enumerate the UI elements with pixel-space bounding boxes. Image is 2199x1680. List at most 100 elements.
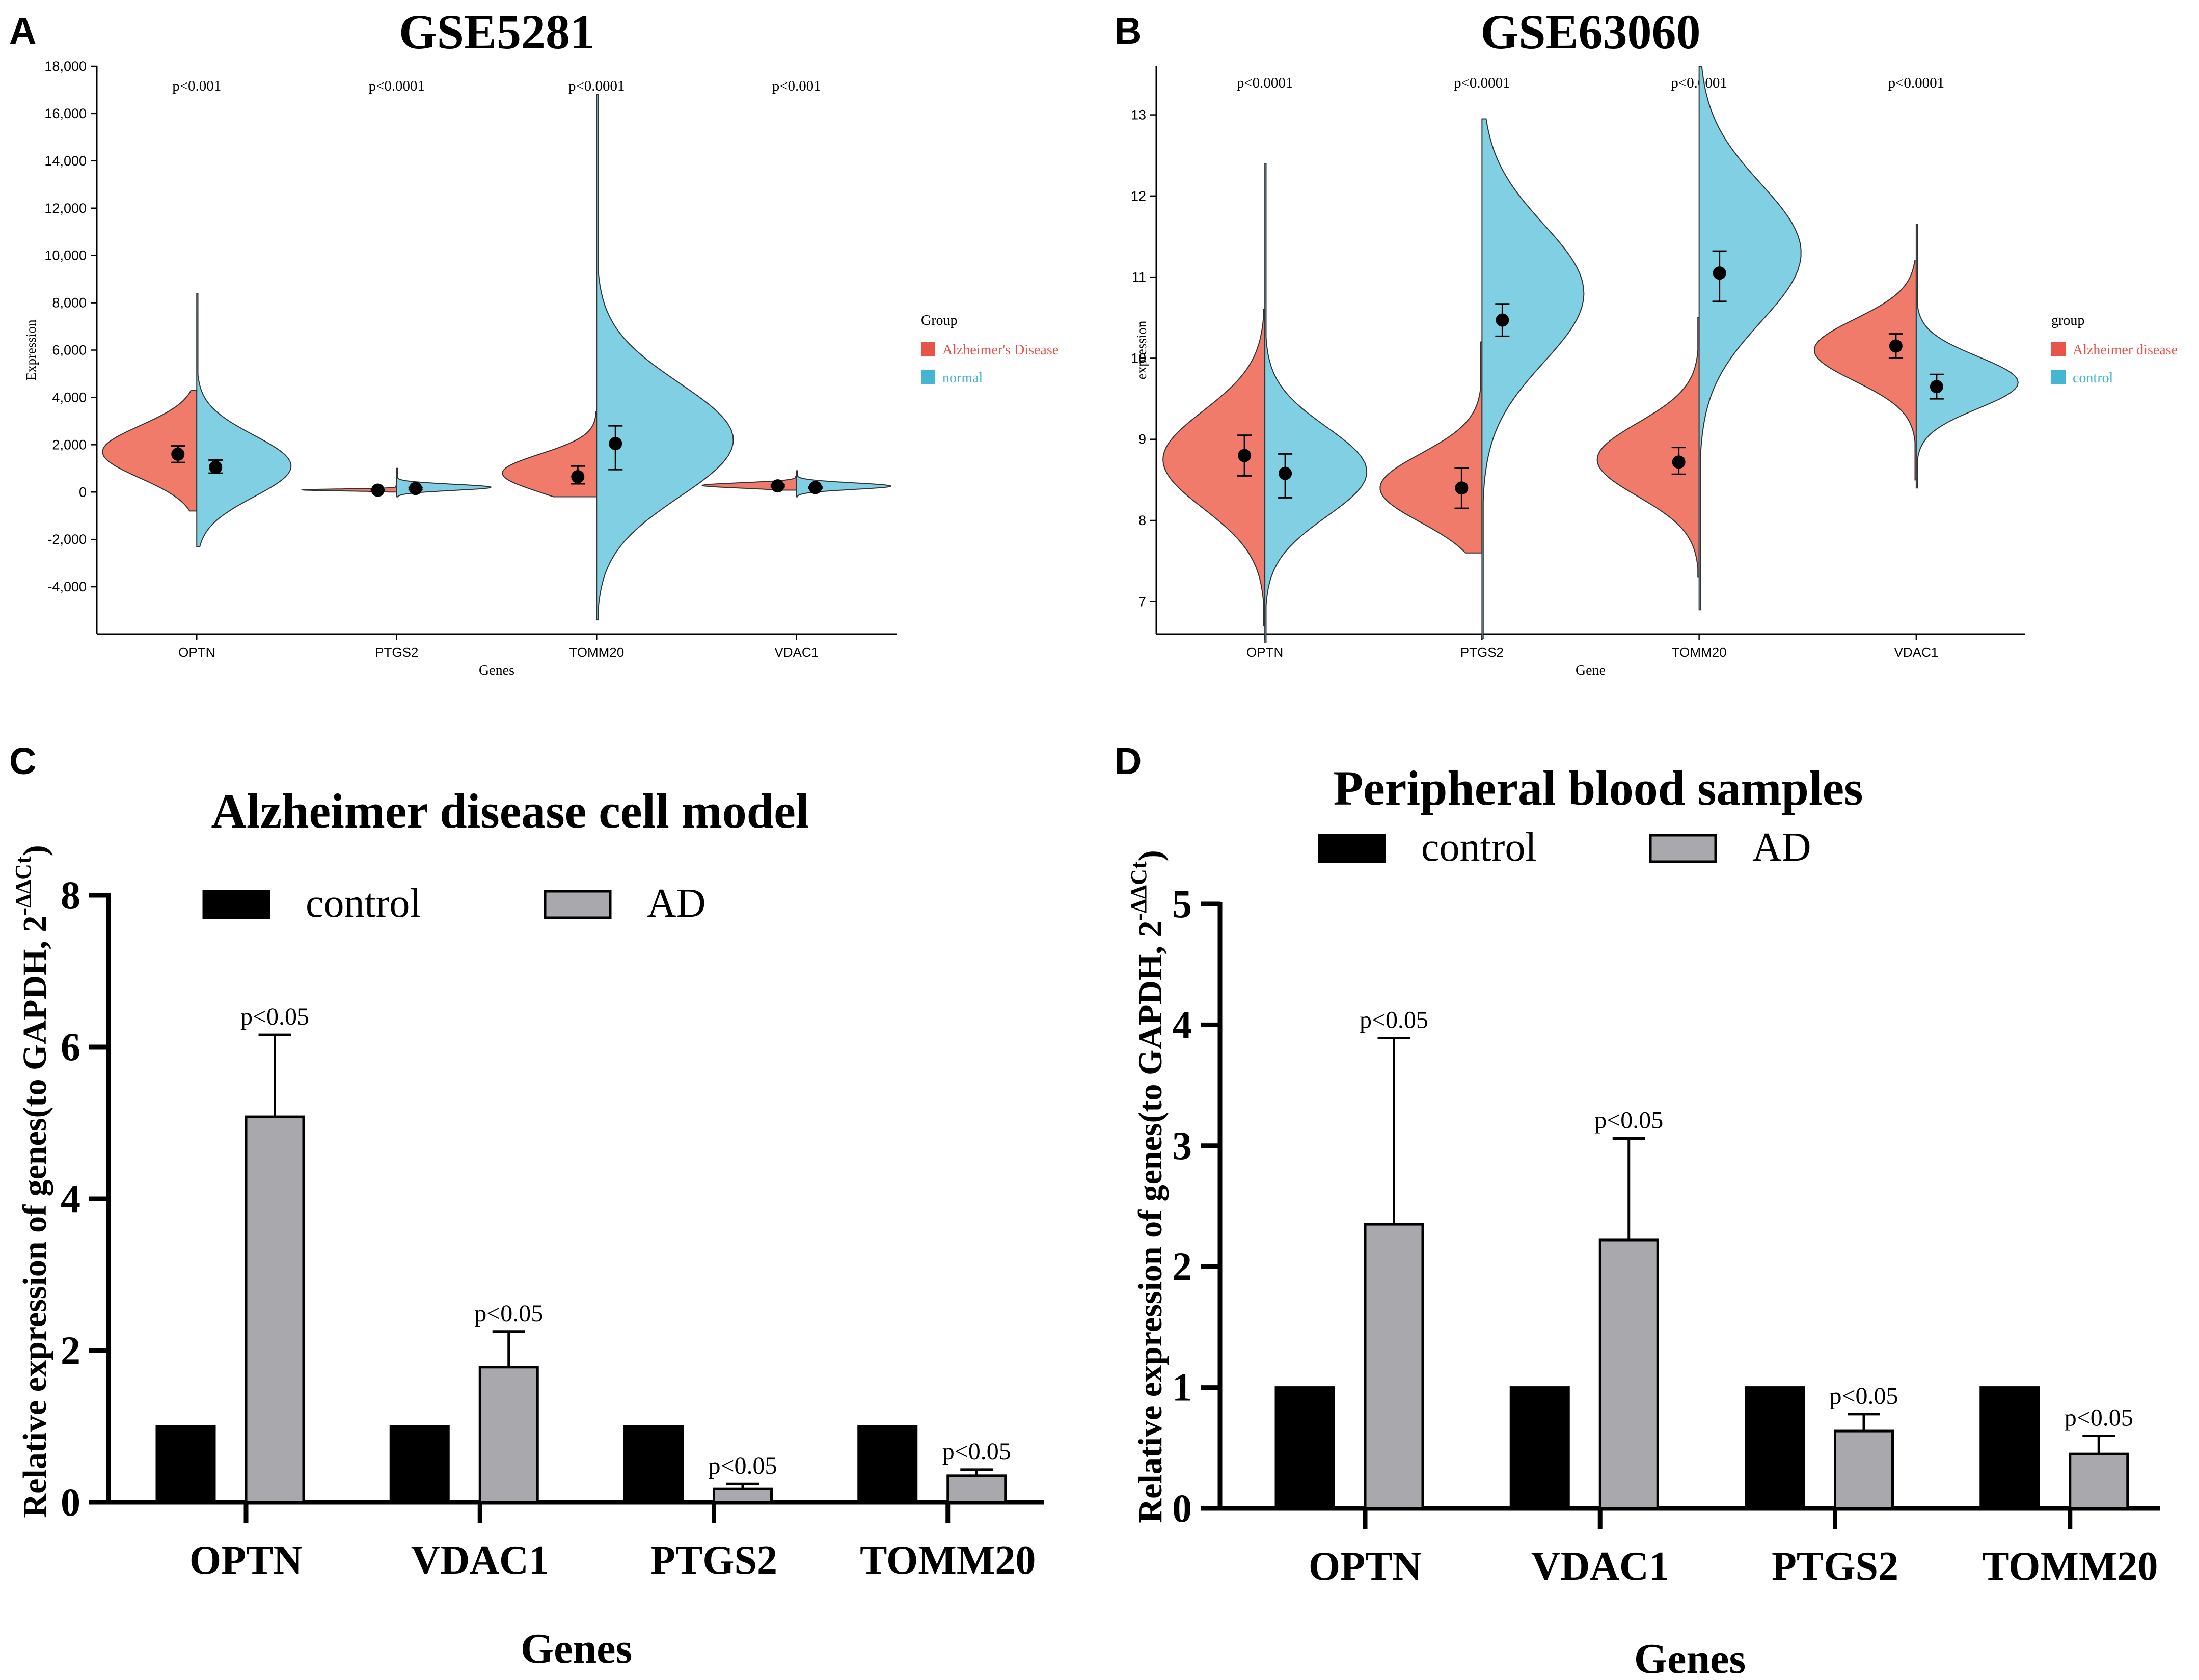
legend-swatch — [2051, 370, 2066, 384]
y-axis-label: expression — [1134, 320, 1149, 379]
p-value-label: p<0.05 — [1360, 1007, 1428, 1034]
mean-point — [1889, 339, 1903, 353]
legend-title: group — [2051, 313, 2084, 328]
y-tick-label: 0 — [61, 1480, 80, 1524]
p-value-label: p<0.001 — [172, 78, 221, 94]
y-tick-label: 1 — [1172, 1365, 1192, 1410]
p-value-label: p<0.05 — [240, 1003, 309, 1030]
x-axis-label: Genes — [479, 663, 514, 678]
panel-letter-b: B — [1115, 10, 1142, 52]
legend-swatch — [921, 342, 935, 356]
p-value-label: p<0.05 — [1594, 1107, 1663, 1134]
x-tick-label: VDAC1 — [411, 1538, 549, 1583]
y-tick-label: -4,000 — [47, 579, 87, 594]
x-tick-label: VDAC1 — [1531, 1544, 1669, 1589]
x-axis-label: Genes — [521, 1625, 632, 1672]
bar-control-optn — [155, 1425, 216, 1504]
panel-letter-a: A — [9, 10, 36, 52]
y-tick-label: 2,000 — [52, 437, 87, 452]
x-tick-label: PTGS2 — [375, 645, 418, 660]
y-tick-label: 11 — [1132, 269, 1146, 285]
violin-panel-b: GSE63060 7 8 9 10 11 12 13 expression Gene OPTN p<0… — [1131, 5, 2178, 678]
violin-alzheimer-disease-tomm20 — [1596, 317, 1700, 578]
legend-swatch — [544, 890, 612, 919]
y-tick-label: 14,000 — [44, 153, 87, 169]
legend-label: Alzheimer's Disease — [942, 342, 1058, 358]
p-value-label: p<0.05 — [474, 1300, 543, 1327]
bar-panel-c: Alzheimer disease cell model 0 2 4 6 8Relativ… — [11, 784, 1044, 1672]
x-tick-label: OPTN — [1309, 1544, 1422, 1589]
y-tick-label: 13 — [1131, 107, 1146, 123]
mean-point — [1713, 266, 1726, 280]
mean-point — [808, 481, 822, 494]
panel-letter-d: D — [1115, 740, 1142, 782]
mean-point — [171, 447, 185, 461]
p-value-label: p<0.05 — [1829, 1383, 1898, 1410]
bar-ad-tomm20 — [946, 1474, 1007, 1504]
y-axis-label: Relative expression of genes(to GAPDH, 2… — [11, 845, 53, 1518]
y-tick-label: 8,000 — [52, 295, 87, 311]
p-value-label: p<0.05 — [942, 1438, 1011, 1465]
y-axis-label: Expression — [23, 319, 39, 380]
legend-swatch — [2051, 342, 2066, 356]
y-tick-label: 12 — [1131, 188, 1146, 204]
mean-point — [771, 479, 784, 493]
mean-point — [609, 437, 622, 451]
mean-point — [371, 483, 385, 497]
x-tick-label: PTGS2 — [1460, 645, 1504, 660]
y-tick-label: 18,000 — [44, 59, 87, 74]
y-tick-label: 5 — [1172, 882, 1192, 926]
y-tick-label: 10,000 — [44, 248, 87, 263]
y-tick-label: 4 — [1172, 1002, 1192, 1046]
violin-panel-a: GSE5281 -4,000 -2,000 0 2,000 4,000 6,000 8,000… — [23, 5, 1058, 678]
bar-ad-ptgs2 — [1834, 1429, 1894, 1510]
y-tick-label: 3 — [1172, 1123, 1192, 1168]
mean-point — [1930, 380, 1943, 394]
y-tick-label: 8 — [61, 873, 80, 917]
x-tick-label: TOMM20 — [860, 1538, 1036, 1583]
p-value-label: p<0.001 — [772, 78, 821, 94]
legend-label: Alzheimer disease — [2073, 342, 2178, 358]
bar-control-tomm20 — [857, 1425, 918, 1504]
mean-point — [1238, 449, 1252, 462]
x-tick-label: VDAC1 — [1894, 645, 1939, 660]
legend-swatch — [1318, 834, 1386, 863]
p-value-label: p<0.0001 — [568, 78, 625, 94]
violin-normal-tomm20 — [596, 94, 734, 621]
y-axis-label: Relative expression of genes(to GAPDH, 2… — [1126, 850, 1169, 1523]
bar-control-tomm20 — [1979, 1386, 2040, 1510]
legend-swatch — [1649, 834, 1717, 863]
y-tick-label: 6,000 — [52, 343, 87, 358]
y-tick-label: 12,000 — [44, 201, 87, 216]
x-tick-label: TOMM20 — [569, 645, 624, 660]
mean-point — [209, 460, 223, 474]
bar-control-vdac1 — [389, 1425, 450, 1504]
violin-control-optn — [1264, 163, 1368, 643]
bar-control-vdac1 — [1509, 1386, 1570, 1510]
x-tick-label: TOMM20 — [1982, 1544, 2158, 1589]
bar-control-ptgs2 — [1745, 1386, 1805, 1510]
violin-alzheimer-s-disease-optn — [102, 390, 198, 512]
y-tick-label: 0 — [79, 484, 87, 500]
chart-title: GSE63060 — [1480, 5, 1700, 59]
chart-title: Peripheral blood samples — [1333, 761, 1863, 815]
legend-label: control — [2073, 370, 2113, 386]
y-tick-label: 4,000 — [52, 390, 87, 405]
x-tick-label: PTGS2 — [1772, 1544, 1898, 1589]
y-tick-label: 9 — [1138, 432, 1146, 447]
y-tick-label: 16,000 — [44, 106, 87, 121]
violin-control-ptgs2 — [1481, 118, 1585, 639]
violin-control-vdac1 — [1915, 224, 2019, 489]
p-value-label: p<0.0001 — [368, 78, 425, 94]
legend-label: AD — [1752, 825, 1811, 870]
x-tick-label: OPTN — [1246, 645, 1283, 660]
p-value-label: p<0.0001 — [1237, 75, 1293, 91]
violin-normal-optn — [196, 293, 292, 547]
mean-point — [1455, 481, 1469, 495]
chart-title: GSE5281 — [399, 5, 594, 59]
bar-ad-optn — [245, 1115, 305, 1504]
legend-label: normal — [942, 370, 983, 386]
p-value-label: p<0.05 — [2065, 1404, 2133, 1431]
panel-letter-c: C — [9, 740, 36, 782]
